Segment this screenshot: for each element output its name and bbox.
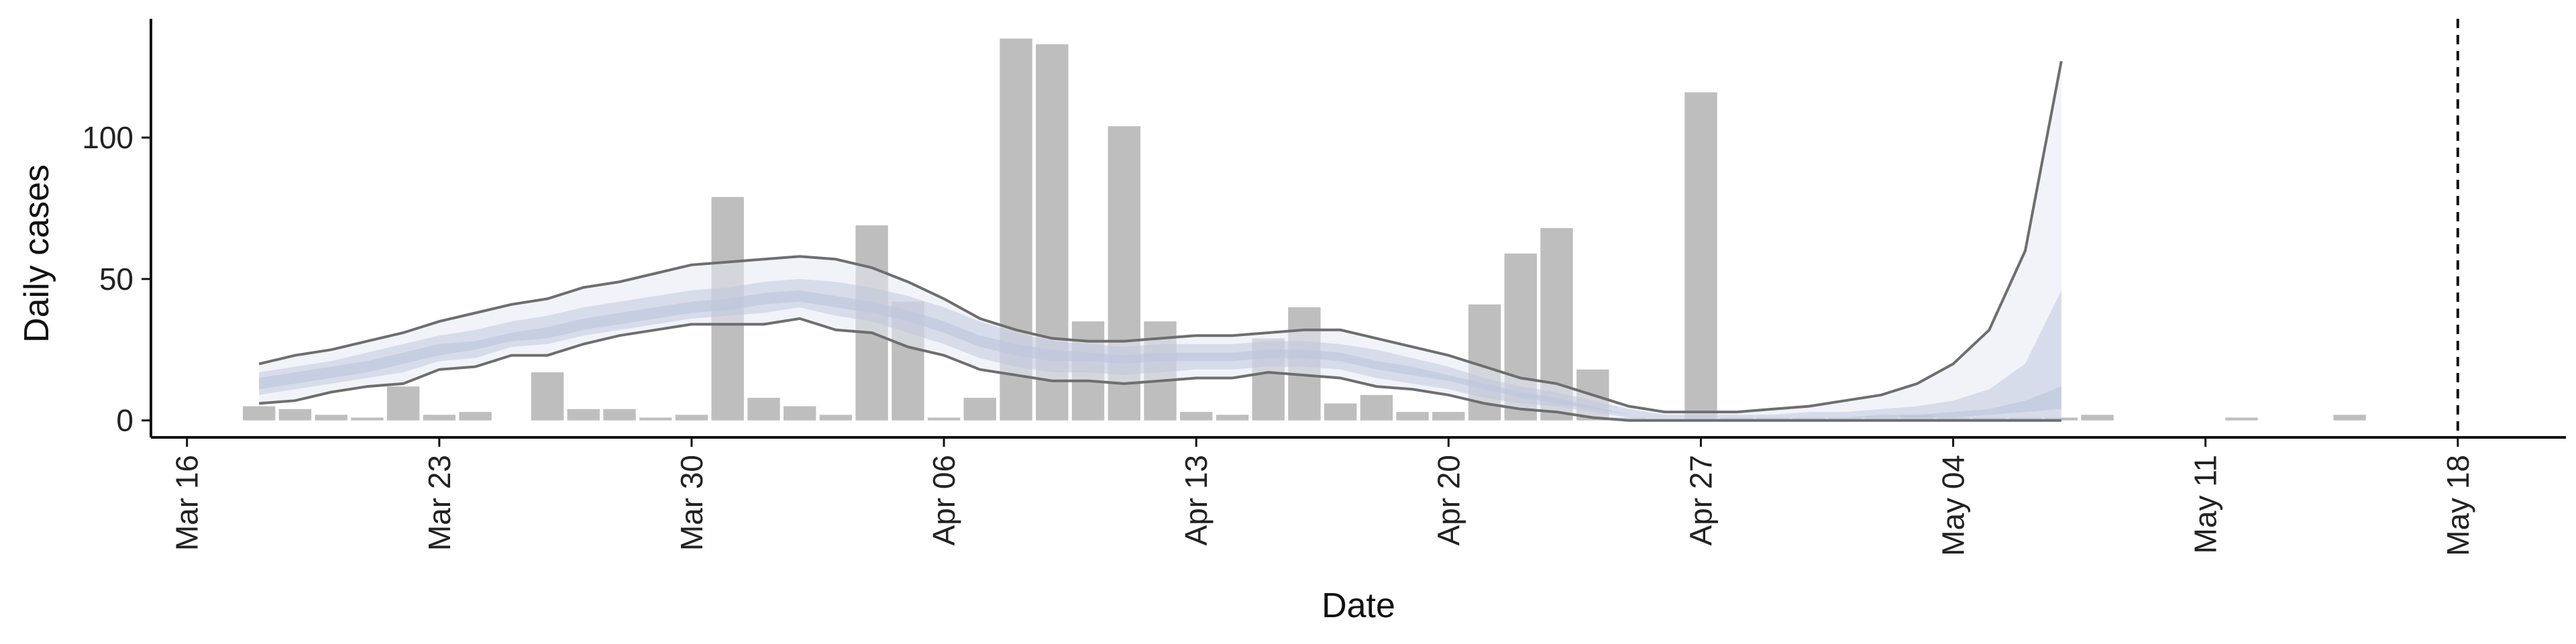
x-tick-label: Apr 27: [1683, 455, 1718, 546]
bar: [2225, 417, 2258, 421]
bar: [963, 398, 996, 421]
bar: [603, 409, 636, 421]
upper-bound-line: [258, 60, 2063, 414]
bar: [1684, 92, 1717, 421]
bar: [1216, 415, 1249, 421]
bar: [819, 415, 853, 421]
y-tick-label: 0: [116, 403, 133, 438]
y-tick-label: 50: [99, 262, 133, 297]
bar: [639, 417, 672, 421]
y-tick-label: 100: [82, 120, 133, 155]
bar: [386, 386, 420, 421]
bar: [2081, 415, 2114, 421]
x-axis-title: Date: [1322, 586, 1395, 625]
bar: [423, 415, 456, 421]
bar: [2333, 415, 2366, 421]
bar: [927, 417, 961, 421]
x-tick-label: May 11: [2188, 455, 2223, 553]
bar: [1432, 412, 1465, 421]
inner-band: [259, 290, 2061, 418]
bar: [1396, 412, 1429, 421]
x-tick-label: Apr 13: [1179, 455, 1214, 546]
y-axis-title: Daily cases: [17, 164, 56, 343]
bar: [567, 409, 600, 421]
x-tick-label: May 18: [2440, 455, 2475, 556]
bar: [747, 398, 780, 421]
bands-layer: [259, 61, 2061, 421]
bar: [1180, 412, 1213, 421]
x-tick-label: Mar 16: [170, 455, 205, 551]
bar: [351, 417, 384, 421]
lines-layer: [258, 60, 2063, 422]
lower-bound-line: [259, 317, 2061, 422]
bar: [784, 406, 816, 421]
x-tick-label: Mar 23: [422, 455, 457, 551]
x-tick-label: May 04: [1936, 455, 1971, 556]
bar: [675, 415, 708, 421]
axes-layer: 0 50 100 Mar 16 Mar 23 Mar 30 Apr 06 Apr 13 Apr …: [82, 19, 2566, 556]
bar: [531, 372, 564, 421]
x-tick-label: Apr 20: [1431, 455, 1466, 546]
bar: [459, 412, 492, 421]
x-tick-label: Mar 30: [674, 455, 709, 551]
bar: [315, 415, 347, 421]
bar: [1360, 394, 1393, 421]
bar: [243, 406, 276, 421]
x-tick-label: Apr 06: [926, 455, 961, 546]
bar: [278, 409, 312, 421]
outer-band: [259, 278, 2061, 421]
bar: [1324, 403, 1357, 421]
